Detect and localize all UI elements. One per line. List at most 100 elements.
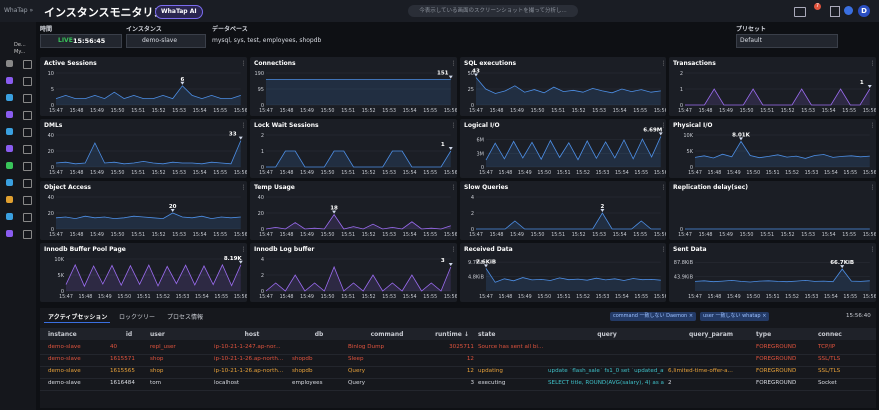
ai-button[interactable]: WhaTap AI (155, 5, 203, 19)
x-tick-label: 15:49 (90, 170, 104, 176)
y-tick-label: 5K (687, 149, 694, 155)
chart-panel: Object Access ⋮ 0 20 40 15:47 15:48 15:49 15:50 1… (40, 181, 247, 240)
app-name[interactable]: WhaTap » (4, 7, 34, 14)
x-tick-label: 15:52 (361, 170, 375, 176)
tab[interactable]: アクティブセッション (48, 314, 108, 321)
y-tick-label: 2 (261, 273, 264, 279)
sidebar-icon[interactable] (6, 213, 13, 220)
sidebar-icon[interactable] (23, 128, 32, 137)
sidebar-icon[interactable] (6, 77, 13, 84)
table-row[interactable] (40, 378, 876, 391)
table-row[interactable] (40, 354, 876, 367)
column-header[interactable]: type (756, 331, 772, 338)
panel-menu: ⋮ (241, 184, 247, 191)
y-tick-label: 1 (261, 149, 264, 155)
sidebar-icon[interactable] (23, 111, 32, 120)
area (56, 140, 241, 167)
column-header[interactable]: db (314, 331, 324, 338)
table-row[interactable] (40, 366, 876, 379)
table-row[interactable] (40, 342, 876, 355)
instance-select[interactable] (126, 34, 206, 48)
sidebar-icon[interactable] (23, 179, 32, 188)
tab[interactable]: ロックツリー (119, 314, 156, 321)
sidebar-icon[interactable] (6, 128, 13, 135)
x-tick-label: 15:55 (633, 232, 647, 238)
panel-title: Slow Queries (464, 184, 509, 191)
search-box[interactable]: 今表示している画面のスクリーンショットを撮って分析し... (408, 5, 578, 17)
sidebar-icon[interactable] (23, 213, 32, 222)
sidebar-icon[interactable] (23, 196, 32, 205)
sidebar-icon[interactable] (23, 60, 32, 69)
chart-panel: Temp Usage ⋮ 0 20 40 15:47 15:48 15:49 15:50 15:5… (249, 181, 457, 240)
x-tick-label: 15:54 (403, 108, 417, 114)
sidebar-icon[interactable] (6, 196, 13, 203)
avatar[interactable]: D (858, 5, 870, 17)
column-header[interactable]: query_param (688, 331, 734, 338)
column-header[interactable]: user (150, 331, 165, 338)
sidebar-icon[interactable] (6, 111, 13, 118)
preset-select[interactable] (736, 34, 838, 48)
line (475, 77, 661, 94)
x-tick-label: 15:47 (469, 232, 483, 238)
x-tick-label: 15:52 (152, 108, 166, 114)
icon[interactable] (794, 7, 806, 17)
table-cell: ip-10-21-1-247.ap-nor... (214, 344, 281, 350)
y-tick-label: 2 (470, 211, 473, 217)
database-value[interactable]: mysql, sys, test, employees, shopdb (212, 37, 322, 44)
filter-label: インスタンス (126, 26, 162, 33)
table-cell: localhost (214, 380, 240, 386)
peak-marker (170, 209, 175, 212)
time-picker[interactable] (40, 34, 122, 48)
column-header[interactable]: query (597, 331, 617, 338)
y-tick-label: 40 (48, 195, 54, 201)
sidebar-icon[interactable] (6, 179, 13, 186)
icon[interactable] (844, 6, 853, 15)
sidebar-icon[interactable] (6, 230, 13, 237)
panel-menu: ⋮ (660, 122, 666, 129)
project-sub[interactable]: My... (14, 49, 26, 55)
x-tick-label: 15:55 (843, 108, 857, 114)
table-cell: shopdb (292, 356, 313, 362)
sidebar-icon[interactable] (6, 162, 13, 169)
panel-menu: ⋮ (870, 60, 876, 67)
area (695, 269, 871, 291)
sidebar-icon[interactable] (23, 94, 32, 103)
sidebar-icon[interactable] (6, 60, 13, 67)
x-tick-label: 15:54 (824, 294, 838, 300)
panel-title: Connections (254, 60, 296, 67)
mini-chart: Lock Wait Sessions ⋮ 0 1 2 15:47 15:48 15:49 15:… (254, 122, 457, 176)
panel-menu: ⋮ (660, 184, 666, 191)
icon[interactable] (830, 6, 840, 17)
column-header[interactable]: command (370, 331, 404, 338)
sidebar-icon[interactable] (23, 230, 32, 239)
chart-panel: Sent Data ⋮ 43.9KiB 87.8KiB 15:47 15:48 15:49 1… (669, 243, 876, 302)
tab-underline (44, 322, 110, 323)
sidebar-icon[interactable] (6, 94, 13, 101)
sidebar-icon[interactable] (23, 162, 32, 171)
y-tick-label: 20 (48, 211, 54, 217)
filter-chip[interactable]: command 一致しない Daemon × (610, 312, 697, 321)
x-tick-label: 15:50 (530, 232, 544, 238)
tab[interactable]: プロセス情報 (167, 314, 204, 321)
x-tick-label: 15:53 (805, 294, 819, 300)
x-tick-label: 15:50 (747, 170, 761, 176)
x-tick-label: 15:55 (213, 170, 227, 176)
column-header[interactable]: state (478, 331, 496, 338)
sidebar-icon[interactable] (23, 145, 32, 154)
sidebar-icon[interactable] (6, 145, 13, 152)
project-name[interactable]: De... (14, 42, 26, 48)
area (56, 213, 241, 229)
peak-marker (840, 265, 845, 269)
filter-chip[interactable]: user 一致しない whatap × (700, 312, 770, 321)
column-header[interactable]: id (125, 331, 133, 338)
x-tick-label: 15:48 (708, 170, 722, 176)
column-header[interactable]: connec (818, 331, 842, 338)
column-header[interactable]: host (244, 331, 260, 338)
panel-menu: ⋮ (451, 184, 457, 191)
line (475, 212, 661, 230)
column-header[interactable]: instance (48, 331, 77, 338)
column-header[interactable]: runtime ↓ (435, 331, 469, 338)
panel-menu: ⋮ (241, 60, 247, 67)
x-tick-label: 15:47 (688, 294, 702, 300)
sidebar-icon[interactable] (23, 77, 32, 86)
